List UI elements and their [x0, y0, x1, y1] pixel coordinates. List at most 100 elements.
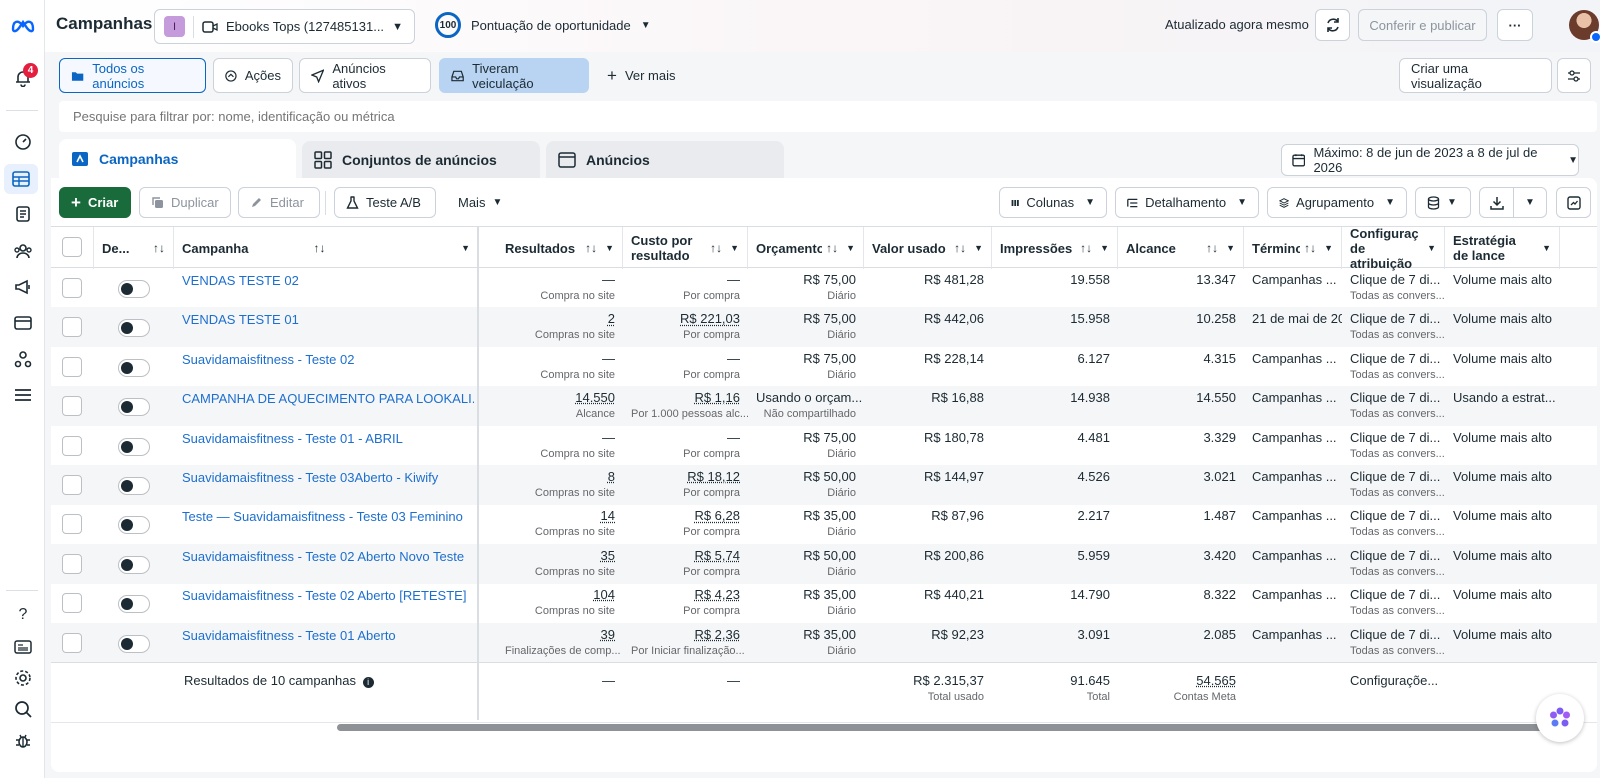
- all-tools-menu-icon[interactable]: [8, 380, 38, 410]
- table-row[interactable]: Suavidamaisfitness - Teste 03Aberto - Ki…: [51, 465, 1597, 505]
- delivery-toggle[interactable]: [118, 555, 150, 574]
- row-checkbox[interactable]: [62, 514, 82, 535]
- notifications-icon[interactable]: 4: [8, 63, 38, 93]
- export-options-dropdown[interactable]: ▼: [1513, 187, 1547, 218]
- export-button[interactable]: [1479, 187, 1514, 218]
- column-header-amount-spent[interactable]: Valor usado ↑↓ ▼: [864, 227, 992, 269]
- table-row[interactable]: Teste — Suavidamaisfitness - Teste 03 Fe…: [51, 504, 1597, 544]
- opportunity-score[interactable]: 100 Pontuação de oportunidade ▼: [435, 12, 651, 38]
- columns-dropdown[interactable]: Colunas ▼: [999, 187, 1107, 218]
- audiences-icon[interactable]: [8, 236, 38, 266]
- column-menu-icon[interactable]: ▼: [1100, 242, 1109, 253]
- see-more-filters[interactable]: + Ver mais: [596, 58, 687, 93]
- tab-ads[interactable]: Anúncios: [546, 141, 784, 178]
- table-row[interactable]: CAMPANHA DE AQUECIMENTO PARA LOOKALI... 1…: [51, 386, 1597, 427]
- table-row[interactable]: Suavidamaisfitness - Teste 01 Aberto 39 Fi…: [51, 622, 1597, 663]
- column-header-results[interactable]: Resultados ↑↓ ▼: [497, 227, 623, 269]
- campaign-name-link[interactable]: Suavidamaisfitness - Teste 03Aberto - Ki…: [182, 470, 439, 485]
- table-row[interactable]: Suavidamaisfitness - Teste 01 - ABRIL — Co…: [51, 426, 1597, 466]
- sort-icon[interactable]: ↑↓: [1206, 240, 1219, 255]
- campaign-name-link[interactable]: Teste — Suavidamaisfitness - Teste 03 Fe…: [182, 509, 463, 525]
- sort-icon[interactable]: ↑↓: [585, 240, 598, 255]
- report-format-dropdown[interactable]: ▼: [1415, 187, 1471, 218]
- charts-toggle-button[interactable]: [1556, 187, 1591, 218]
- more-actions-dropdown[interactable]: Mais ▼: [447, 187, 507, 218]
- settings-gear-icon[interactable]: [8, 663, 38, 693]
- bug-report-icon[interactable]: [8, 725, 38, 755]
- campaign-name-link[interactable]: CAMPANHA DE AQUECIMENTO PARA LOOKALI...: [182, 391, 474, 407]
- review-publish-button[interactable]: Conferir e publicar: [1358, 9, 1487, 41]
- sort-icon[interactable]: ↑↓: [710, 240, 723, 255]
- help-icon[interactable]: ?: [18, 606, 28, 623]
- delivery-toggle[interactable]: [118, 319, 150, 338]
- horizontal-scroll-track[interactable]: [51, 722, 1597, 733]
- date-range-picker[interactable]: Máximo: 8 de jun de 2023 a 8 de jul de 2…: [1281, 144, 1579, 176]
- user-avatar[interactable]: [1569, 10, 1600, 43]
- column-menu-icon[interactable]: ▼: [1427, 242, 1436, 253]
- sort-icon[interactable]: ↑↓: [153, 240, 165, 255]
- search-input[interactable]: [59, 101, 1597, 132]
- delivery-toggle[interactable]: [118, 634, 150, 653]
- row-checkbox[interactable]: [62, 278, 82, 298]
- filter-active-ads[interactable]: Anúncios ativos: [299, 58, 431, 93]
- column-menu-icon[interactable]: ▼: [974, 242, 983, 253]
- column-header-campaign[interactable]: Campanha ↑↓ ▼: [174, 227, 479, 269]
- campaign-name-link[interactable]: VENDAS TESTE 01: [182, 312, 299, 328]
- delivery-toggle[interactable]: [118, 280, 150, 298]
- column-menu-icon[interactable]: ▼: [1542, 242, 1551, 253]
- column-menu-icon[interactable]: ▼: [1226, 242, 1235, 253]
- campaign-name-link[interactable]: Suavidamaisfitness - Teste 02: [182, 351, 355, 367]
- row-checkbox[interactable]: [62, 475, 82, 495]
- tab-ad-sets[interactable]: Conjuntos de anúncios: [302, 141, 540, 178]
- horizontal-scrollbar[interactable]: [337, 724, 1550, 731]
- create-view-button[interactable]: Criar uma visualização: [1399, 58, 1552, 93]
- events-manager-icon[interactable]: [8, 344, 38, 374]
- column-header-budget[interactable]: Orçamento ↑↓ ▼: [748, 227, 864, 269]
- table-row[interactable]: VENDAS TESTE 02 — Compra no site — Por compr…: [51, 268, 1597, 308]
- filter-actions[interactable]: Ações: [213, 58, 293, 93]
- filter-all-ads[interactable]: Todos os anúncios: [59, 58, 206, 93]
- billing-card-icon[interactable]: [8, 308, 38, 338]
- campaign-name-link[interactable]: Suavidamaisfitness - Teste 01 - ABRIL: [182, 430, 403, 446]
- column-header-cost-per-result[interactable]: Custo por resultado ↑↓ ▼: [623, 227, 748, 269]
- column-header-reach[interactable]: Alcance ↑↓ ▼: [1118, 227, 1244, 269]
- news-icon[interactable]: [8, 632, 38, 662]
- refresh-button[interactable]: [1315, 9, 1350, 41]
- delivery-toggle[interactable]: [118, 516, 150, 535]
- column-menu-icon[interactable]: ▼: [730, 242, 739, 253]
- edit-button[interactable]: Editar: [238, 187, 320, 218]
- table-row[interactable]: VENDAS TESTE 01 2 Compras no site R$ 221,03…: [51, 307, 1597, 348]
- filter-had-delivery[interactable]: Tiveram veiculação: [439, 58, 589, 93]
- column-menu-icon[interactable]: ▼: [461, 242, 471, 253]
- delivery-toggle[interactable]: [118, 398, 150, 417]
- column-menu-icon[interactable]: ▼: [846, 242, 855, 253]
- delivery-toggle[interactable]: [118, 358, 150, 377]
- row-checkbox[interactable]: [62, 317, 82, 338]
- info-icon[interactable]: i: [362, 677, 374, 688]
- duplicate-button[interactable]: Duplicar: [139, 187, 231, 218]
- grouping-dropdown[interactable]: Agrupamento ▼: [1267, 187, 1407, 218]
- delivery-toggle[interactable]: [118, 437, 150, 456]
- column-menu-icon[interactable]: ▼: [605, 242, 614, 253]
- ab-test-button[interactable]: Teste A/B: [334, 187, 436, 218]
- row-checkbox[interactable]: [62, 593, 82, 614]
- row-checkbox[interactable]: [62, 632, 82, 653]
- sort-icon[interactable]: ↑↓: [1080, 240, 1093, 255]
- campaign-name-link[interactable]: Suavidamaisfitness - Teste 02 Aberto [RE…: [182, 588, 467, 604]
- sort-icon[interactable]: ↑↓: [954, 240, 967, 255]
- megaphone-icon[interactable]: [8, 272, 38, 302]
- sort-icon[interactable]: ↑↓: [1304, 240, 1317, 255]
- table-row[interactable]: Suavidamaisfitness - Teste 02 Aberto [RE…: [51, 583, 1597, 623]
- table-row[interactable]: Suavidamaisfitness - Teste 02 Aberto Nov…: [51, 543, 1597, 584]
- campaign-name-link[interactable]: Suavidamaisfitness - Teste 02 Aberto Nov…: [182, 548, 465, 564]
- search-icon[interactable]: [8, 694, 38, 724]
- row-checkbox[interactable]: [62, 396, 82, 417]
- delivery-toggle[interactable]: [118, 477, 150, 495]
- reports-icon[interactable]: [8, 199, 38, 229]
- dashboard-gauge-icon[interactable]: [8, 127, 38, 157]
- campaign-name-link[interactable]: Suavidamaisfitness - Teste 01 Aberto: [182, 627, 396, 643]
- ai-assistant-button[interactable]: [1536, 694, 1584, 742]
- column-menu-icon[interactable]: ▼: [1324, 242, 1333, 253]
- ad-account-selector[interactable]: I Ebooks Tops (127485131... ▼: [154, 9, 415, 44]
- breakdown-dropdown[interactable]: Detalhamento ▼: [1115, 187, 1259, 218]
